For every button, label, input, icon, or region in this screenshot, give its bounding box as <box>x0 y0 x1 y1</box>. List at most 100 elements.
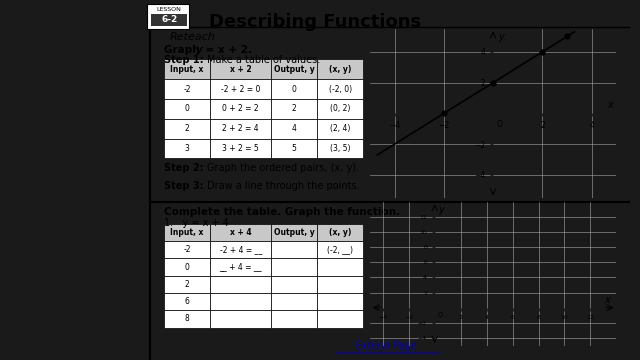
Text: 2: 2 <box>185 124 189 133</box>
FancyBboxPatch shape <box>164 99 211 119</box>
FancyBboxPatch shape <box>271 241 317 258</box>
FancyBboxPatch shape <box>147 4 189 29</box>
FancyBboxPatch shape <box>164 258 211 276</box>
FancyBboxPatch shape <box>317 119 364 139</box>
FancyBboxPatch shape <box>317 241 364 258</box>
Text: -2: -2 <box>184 85 191 94</box>
FancyBboxPatch shape <box>317 59 364 79</box>
Text: (-2, 0): (-2, 0) <box>329 85 352 94</box>
Text: x + 4: x + 4 <box>230 228 252 237</box>
Text: LESSON: LESSON <box>156 7 180 12</box>
FancyBboxPatch shape <box>317 293 364 310</box>
FancyBboxPatch shape <box>211 276 271 293</box>
FancyBboxPatch shape <box>164 310 211 328</box>
Text: Input, x: Input, x <box>170 65 204 74</box>
Text: (x, y): (x, y) <box>329 228 351 237</box>
Text: y: y <box>196 45 203 55</box>
FancyBboxPatch shape <box>317 276 364 293</box>
FancyBboxPatch shape <box>271 310 317 328</box>
FancyBboxPatch shape <box>164 224 211 241</box>
Text: Output, y: Output, y <box>274 228 315 237</box>
Text: Draw a line through the points.: Draw a line through the points. <box>207 181 360 192</box>
FancyBboxPatch shape <box>271 79 317 99</box>
FancyBboxPatch shape <box>164 293 211 310</box>
FancyBboxPatch shape <box>164 59 211 79</box>
Text: O: O <box>437 312 443 318</box>
Text: (2, 4): (2, 4) <box>330 124 351 133</box>
Text: -2: -2 <box>184 246 191 254</box>
Text: -2 + 4 = __: -2 + 4 = __ <box>220 246 262 254</box>
FancyBboxPatch shape <box>271 119 317 139</box>
Text: Make a table of values.: Make a table of values. <box>207 55 321 65</box>
Text: Extend Page: Extend Page <box>356 341 417 351</box>
Text: 6-2: 6-2 <box>161 15 177 24</box>
FancyBboxPatch shape <box>151 14 187 26</box>
FancyBboxPatch shape <box>211 119 271 139</box>
Text: -2 + 2 = 0: -2 + 2 = 0 <box>221 85 260 94</box>
Text: 4: 4 <box>292 124 296 133</box>
Text: 8: 8 <box>185 315 189 324</box>
Text: Graph the ordered pairs, (x, y).: Graph the ordered pairs, (x, y). <box>207 163 360 173</box>
FancyBboxPatch shape <box>164 276 211 293</box>
FancyBboxPatch shape <box>211 79 271 99</box>
Text: Step 1:: Step 1: <box>164 55 204 65</box>
FancyBboxPatch shape <box>211 310 271 328</box>
Text: Graph: Graph <box>164 45 204 55</box>
Text: 3: 3 <box>185 144 189 153</box>
Text: Complete the table. Graph the function.: Complete the table. Graph the function. <box>164 207 400 217</box>
Text: 2: 2 <box>292 104 296 113</box>
FancyBboxPatch shape <box>271 139 317 158</box>
FancyBboxPatch shape <box>271 99 317 119</box>
Text: 5: 5 <box>292 144 296 153</box>
Text: x + 2: x + 2 <box>230 65 252 74</box>
Text: y: y <box>498 32 504 42</box>
Text: Describing Functions: Describing Functions <box>209 13 421 31</box>
Text: x: x <box>607 100 612 109</box>
FancyBboxPatch shape <box>211 99 271 119</box>
Text: 0: 0 <box>185 104 189 113</box>
FancyBboxPatch shape <box>317 99 364 119</box>
Text: 2 + 2 = 4: 2 + 2 = 4 <box>222 124 259 133</box>
FancyBboxPatch shape <box>211 293 271 310</box>
FancyBboxPatch shape <box>211 139 271 158</box>
FancyBboxPatch shape <box>211 241 271 258</box>
FancyBboxPatch shape <box>164 241 211 258</box>
Text: (0, 2): (0, 2) <box>330 104 351 113</box>
FancyBboxPatch shape <box>164 139 211 158</box>
Text: 0 + 2 = 2: 0 + 2 = 2 <box>222 104 259 113</box>
FancyBboxPatch shape <box>271 276 317 293</box>
Text: 0: 0 <box>292 85 296 94</box>
Text: Step 3:: Step 3: <box>164 181 204 192</box>
Text: __ + 4 = __: __ + 4 = __ <box>220 263 262 271</box>
Text: x: x <box>604 295 610 305</box>
Text: (-2, __): (-2, __) <box>328 246 353 254</box>
Text: 3 + 2 = 5: 3 + 2 = 5 <box>222 144 259 153</box>
Text: Output, y: Output, y <box>274 65 315 74</box>
Text: 0: 0 <box>185 263 189 271</box>
FancyBboxPatch shape <box>317 258 364 276</box>
Text: (3, 5): (3, 5) <box>330 144 351 153</box>
Text: O: O <box>497 120 502 129</box>
FancyBboxPatch shape <box>271 224 317 241</box>
Text: (x, y): (x, y) <box>329 65 351 74</box>
FancyBboxPatch shape <box>164 79 211 99</box>
FancyBboxPatch shape <box>317 224 364 241</box>
FancyBboxPatch shape <box>317 79 364 99</box>
FancyBboxPatch shape <box>271 59 317 79</box>
Text: y: y <box>438 206 444 215</box>
Text: 2: 2 <box>185 280 189 289</box>
Text: 6: 6 <box>185 297 189 306</box>
Text: Step 2:: Step 2: <box>164 163 204 173</box>
FancyBboxPatch shape <box>211 224 271 241</box>
Text: = x + 2.: = x + 2. <box>202 45 252 55</box>
Text: Reteach: Reteach <box>170 32 216 42</box>
FancyBboxPatch shape <box>211 59 271 79</box>
FancyBboxPatch shape <box>271 293 317 310</box>
FancyBboxPatch shape <box>211 258 271 276</box>
Text: 1.   y = x + 4: 1. y = x + 4 <box>164 218 229 228</box>
FancyBboxPatch shape <box>164 119 211 139</box>
FancyBboxPatch shape <box>317 139 364 158</box>
FancyBboxPatch shape <box>271 258 317 276</box>
Text: Input, x: Input, x <box>170 228 204 237</box>
FancyBboxPatch shape <box>317 310 364 328</box>
